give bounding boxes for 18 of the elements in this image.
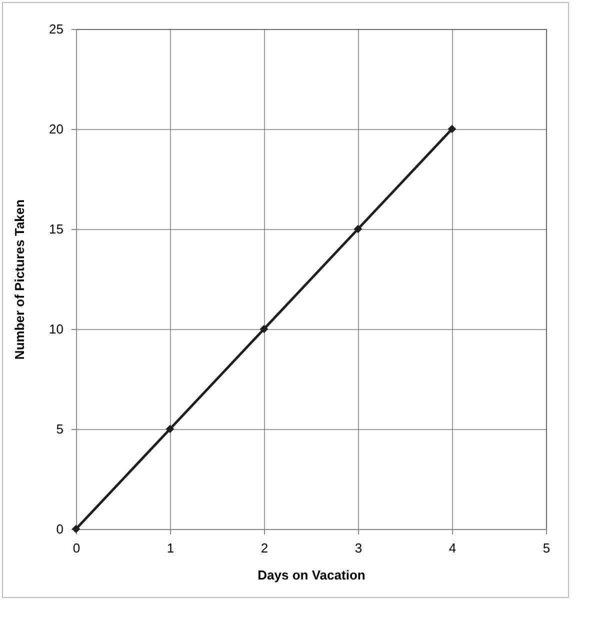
point — [166, 424, 174, 434]
y-tick-label: 5 — [56, 422, 64, 436]
x-axis-title: Days on Vacation — [258, 568, 366, 582]
point — [260, 324, 268, 334]
y-tick-label: 20 — [49, 122, 64, 136]
x-tick-label: 4 — [448, 540, 456, 556]
y-axis-title: Number of Pictures Taken — [12, 199, 28, 360]
x-tick-label: 2 — [260, 540, 268, 556]
y-tick-label: 0 — [56, 522, 64, 536]
x-tick-label: 0 — [72, 540, 80, 556]
x-tick-label: 1 — [166, 540, 174, 556]
x-tick-label: 3 — [354, 540, 362, 556]
y-tick-label: 10 — [49, 322, 64, 336]
point — [448, 124, 456, 134]
y-tick-label: 15 — [49, 222, 64, 236]
x-tick-label: 5 — [542, 540, 550, 556]
point — [354, 224, 362, 234]
y-tick-label: 25 — [49, 22, 64, 36]
